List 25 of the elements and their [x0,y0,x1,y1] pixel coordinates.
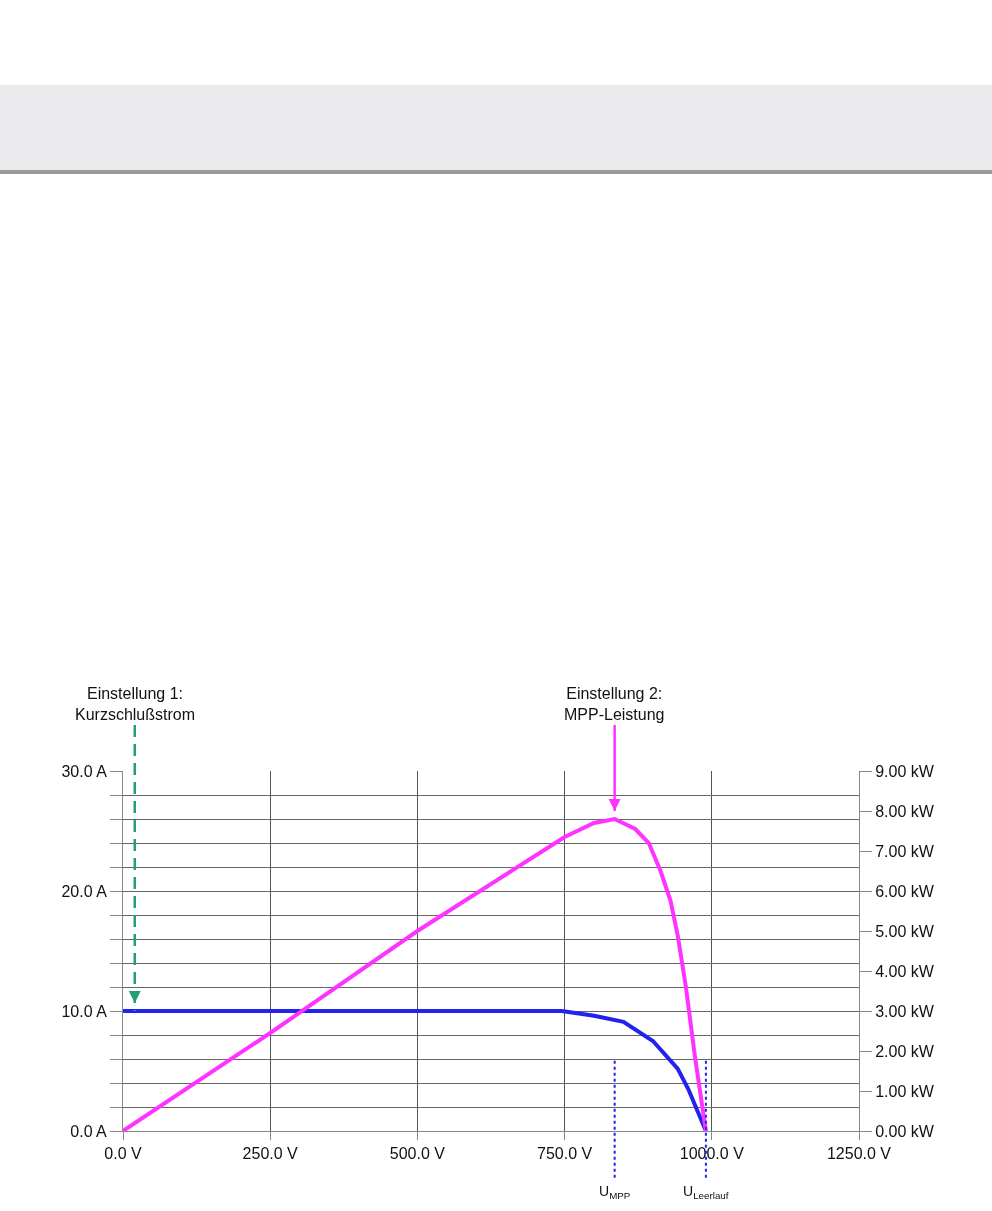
x-tick-label: 750.0 V [537,1145,593,1163]
y-tick-label: 0.0 A [70,1122,108,1140]
x-tick-label: 1000.0 V [679,1145,745,1163]
annotation: Einstellung 1: Kurzschlußstrom [75,685,196,723]
y2-tick-label: 5.00 kW [875,922,935,940]
x-tick-label: 500.0 V [389,1145,446,1163]
x-tick-label: 0.0 V [104,1145,143,1163]
line-series [123,817,708,1131]
y2-tick-label: 4.00 kW [875,962,935,980]
ref-line-label: U$_{Leerlauf}$ [683,1183,729,1201]
y2-tick-label: 7.00 kW [875,842,935,860]
y-tick-label: 30.0 A [61,762,108,780]
annotation: Einstellung 2: MPP-Leistung [564,685,665,723]
x-tick-label: 250.0 V [242,1145,299,1163]
ref-line-label: U$_{MPP}$ [599,1183,631,1201]
x-tick-label: 1250.0 V [826,1145,892,1163]
y2-tick-label: 2.00 kW [875,1042,935,1060]
y2-tick-label: 1.00 kW [875,1082,935,1100]
y2-tick-label: 8.00 kW [875,802,935,820]
y2-tick-label: 0.00 kW [875,1122,935,1140]
y-tick-label: 10.0 A [61,1002,108,1020]
y2-tick-label: 6.00 kW [875,882,935,900]
y2-tick-label: 9.00 kW [875,762,935,780]
y2-tick-label: 3.00 kW [875,1002,935,1020]
y-tick-label: 20.0 A [61,882,108,900]
